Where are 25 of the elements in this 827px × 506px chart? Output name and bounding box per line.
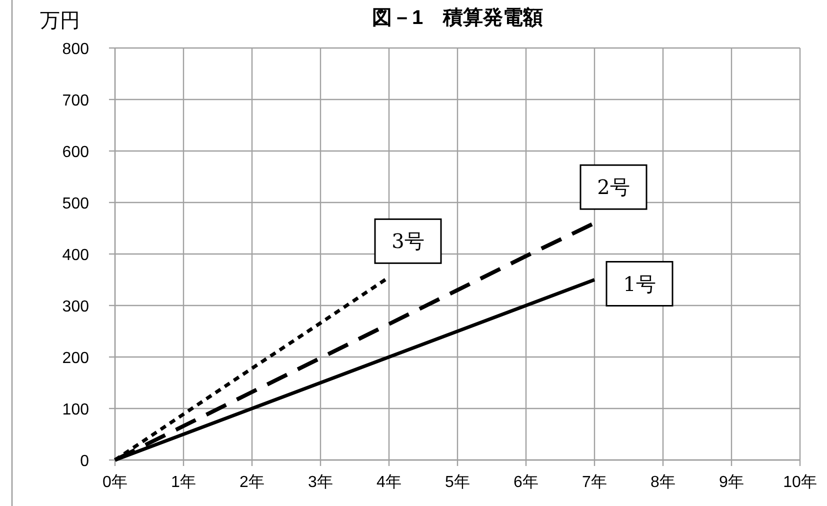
x-tick-label: 9年: [719, 474, 744, 491]
y-tick-label: 400: [62, 247, 90, 264]
x-tick-label: 10年: [783, 474, 817, 491]
y-tick-label: 800: [62, 41, 90, 58]
x-tick-label: 3年: [308, 474, 333, 491]
x-tick-label: 5年: [445, 474, 470, 491]
series-label: 3号: [392, 229, 424, 254]
x-tick-label: 6年: [514, 474, 538, 491]
y-tick-label: 300: [62, 298, 90, 316]
y-tick-label: 200: [62, 350, 90, 367]
y-tick-label: 700: [62, 92, 90, 110]
y-tick-label: 100: [62, 402, 90, 418]
y-tick-label: 600: [62, 144, 90, 161]
y-axis-title: 万円: [40, 10, 80, 32]
x-tick-label: 7年: [582, 474, 607, 491]
x-tick-label: 8年: [650, 474, 676, 491]
x-tick-label: 2年: [240, 474, 264, 491]
series-label: 2号: [597, 175, 630, 200]
x-tick-label: 0年: [102, 474, 128, 491]
y-tick-label: 0: [80, 453, 90, 470]
x-tick-label: 4年: [376, 474, 402, 491]
y-tick-label: 500: [62, 196, 90, 212]
x-tick-label: 1年: [171, 474, 196, 491]
chart-title: 図－1 積算発電額: [372, 6, 544, 29]
series-label: 1号: [623, 272, 656, 296]
